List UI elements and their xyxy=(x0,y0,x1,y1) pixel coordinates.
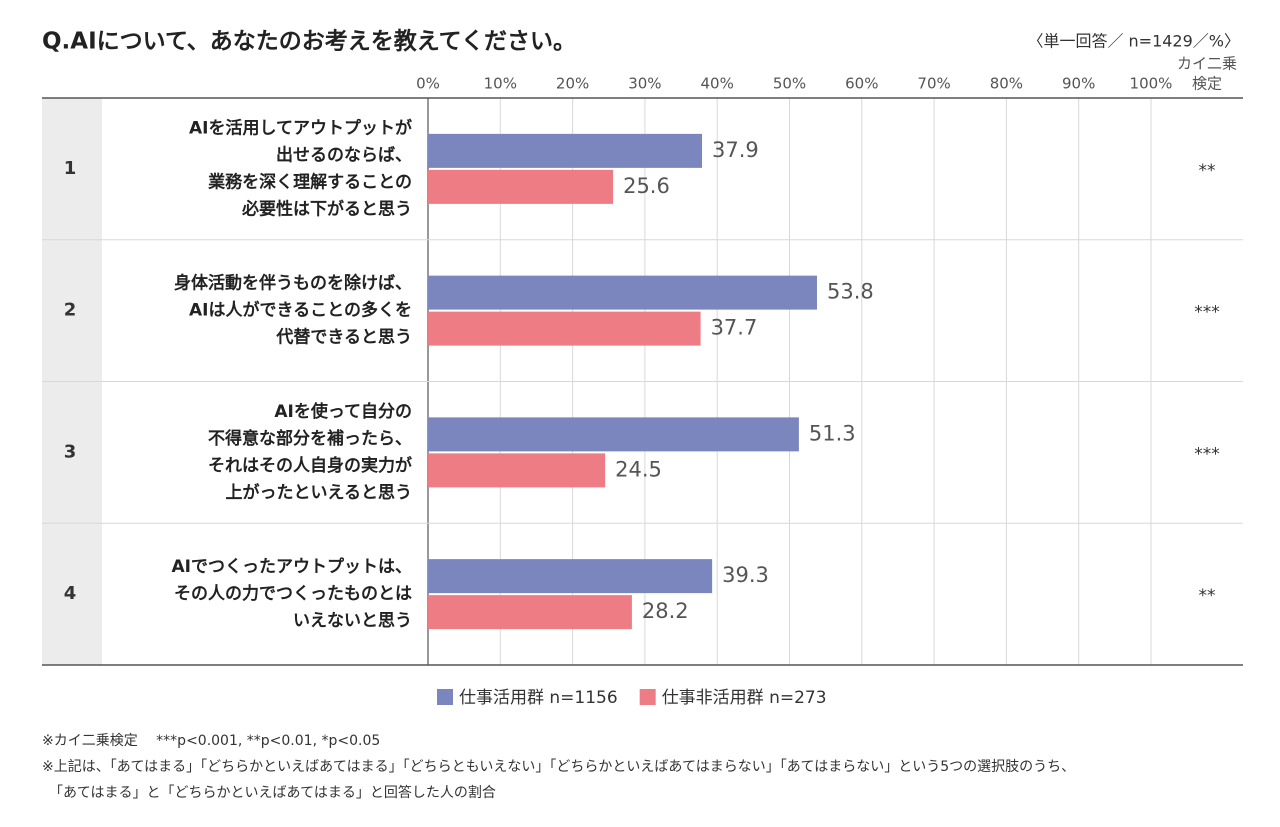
significance-header: 検定 xyxy=(1192,75,1222,93)
bar xyxy=(428,453,606,488)
x-tick-label: 90% xyxy=(1062,75,1095,93)
legend-label: 仕事非活用群 n=273 xyxy=(662,688,827,708)
bar xyxy=(428,275,817,310)
data-label: 51.3 xyxy=(809,421,856,445)
x-tick-label: 70% xyxy=(917,75,950,93)
row-label: 代替できると思う xyxy=(275,327,412,348)
row-label: いえないと思う xyxy=(293,611,412,631)
x-tick-label: 50% xyxy=(773,75,806,93)
data-label: 37.9 xyxy=(712,138,759,162)
data-label: 53.8 xyxy=(827,280,874,304)
data-label: 37.7 xyxy=(711,316,758,340)
bar xyxy=(428,595,632,630)
x-tick-label: 10% xyxy=(484,75,517,93)
x-tick-label: 20% xyxy=(556,75,589,93)
row-label: 必要性は下がると思う xyxy=(241,198,412,219)
x-tick-label: 60% xyxy=(845,75,878,93)
legend-swatch xyxy=(639,689,656,705)
chart-title: Q.AIについて、あなたのお考えを教えてください。 xyxy=(42,28,576,55)
x-tick-label: 100% xyxy=(1130,75,1173,93)
bar xyxy=(428,311,701,346)
legend-label: 仕事活用群 n=1156 xyxy=(459,688,618,708)
data-label: 25.6 xyxy=(623,174,670,198)
row-label: 業務を深く理解することの xyxy=(208,171,412,192)
data-label: 39.3 xyxy=(722,563,769,587)
row-label: その人の力でつくったものとは xyxy=(174,583,412,604)
row-label: AIは人ができることの多くを xyxy=(189,300,412,321)
significance-header: カイ二乗 xyxy=(1177,55,1237,73)
data-label: 24.5 xyxy=(615,457,662,481)
x-tick-label: 30% xyxy=(628,75,661,93)
row-label: AIを活用してアウトプットが xyxy=(189,117,412,138)
bar xyxy=(428,417,799,452)
row-label: 上がったといえると思う xyxy=(226,482,413,503)
significance: ** xyxy=(1199,161,1216,181)
row-number: 1 xyxy=(64,158,77,179)
legend-swatch xyxy=(437,689,453,705)
row-label: AIでつくったアウトプットは、 xyxy=(172,556,412,577)
footnote: ※上記は、「あてはまる」「どちらかといえばあてはまる」「どちらともいえない」「ど… xyxy=(42,758,1075,775)
chart-subtitle: 〈単一回答／ n=1429／%〉 xyxy=(1027,32,1240,51)
footnote: 「あてはまる」と「どちらかといえばあてはまる」と回答した人の割合 xyxy=(42,784,496,801)
significance: ** xyxy=(1199,586,1216,606)
bar xyxy=(428,133,703,168)
x-tick-label: 40% xyxy=(701,75,734,93)
row-label: それはその人自身の実力が xyxy=(208,455,412,476)
bar xyxy=(428,559,713,594)
x-tick-label: 0% xyxy=(416,75,440,93)
row-label: AIを使って自分の xyxy=(274,401,412,422)
row-label: 出せるのならば、 xyxy=(276,144,412,165)
bar xyxy=(428,169,614,204)
footnote: ※カイ二乗検定 ***p<0.001, **p<0.01, *p<0.05 xyxy=(42,733,380,749)
significance: *** xyxy=(1194,444,1220,464)
row-number: 2 xyxy=(64,300,77,321)
data-label: 28.2 xyxy=(642,599,689,623)
row-label: 身体活動を伴うものを除けば、 xyxy=(174,273,412,294)
row-label: 不得意な部分を補ったら、 xyxy=(208,428,412,449)
row-number: 3 xyxy=(64,441,77,462)
row-number: 4 xyxy=(64,583,77,604)
x-tick-label: 80% xyxy=(990,75,1023,93)
significance: *** xyxy=(1194,303,1220,323)
